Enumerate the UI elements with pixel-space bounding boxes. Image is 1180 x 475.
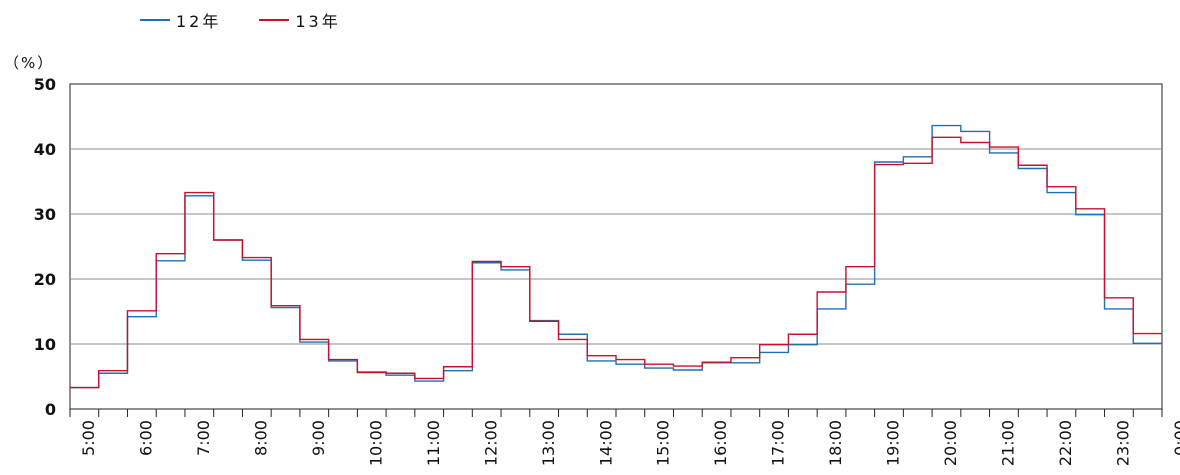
- x-tick-label: 14:00: [596, 420, 615, 466]
- x-tick-label: 5:00: [79, 420, 98, 456]
- y-tick-label: 50: [34, 75, 56, 94]
- x-tick-label: 20:00: [941, 420, 960, 466]
- legend-item-12: 12年: [140, 8, 221, 32]
- x-tick-label: 8:00: [251, 420, 270, 456]
- x-tick-label: 13:00: [539, 420, 558, 466]
- y-tick-label: 10: [34, 335, 56, 354]
- x-tick-label: 17:00: [769, 420, 788, 466]
- y-tick-label: 40: [34, 140, 56, 159]
- y-tick-label: 20: [34, 270, 56, 289]
- legend-swatch-12: [140, 19, 170, 21]
- y-tick-label: 30: [34, 205, 56, 224]
- x-tick-label: 9:00: [309, 420, 328, 456]
- chart-legend: 12年 13年: [140, 9, 379, 31]
- x-tick-label: 0:00: [1171, 420, 1180, 456]
- legend-item-13: 13年: [259, 8, 340, 32]
- legend-swatch-13: [259, 19, 290, 21]
- x-tick-label: 22:00: [1056, 420, 1075, 466]
- series-line-0: [70, 124, 1162, 389]
- x-tick-label: 19:00: [884, 420, 903, 466]
- x-tick-label: 12:00: [481, 420, 500, 466]
- x-tick-label: 10:00: [366, 420, 385, 466]
- x-tick-label: 6:00: [136, 420, 155, 456]
- x-tick-label: 15:00: [654, 420, 673, 466]
- y-tick-label: 0: [45, 400, 56, 419]
- x-tick-label: 21:00: [999, 420, 1018, 466]
- y-axis-unit-label: （%）: [4, 54, 55, 72]
- axes: 0 10 20 30 40 50 5:00 6:00 7:00 8:00 9:00 10:00 11:0…: [34, 75, 1180, 466]
- legend-label-12: 12年: [176, 12, 222, 31]
- gridlines: [69, 83, 1163, 410]
- x-tick-label: 7:00: [194, 420, 213, 456]
- series-lines: [70, 124, 1162, 389]
- x-tick-label: 23:00: [1114, 420, 1133, 466]
- x-tick-label: 18:00: [826, 420, 845, 466]
- x-tick-label: 16:00: [711, 420, 730, 466]
- series-line-1: [70, 136, 1162, 389]
- x-tick-label: 11:00: [424, 420, 443, 466]
- legend-label-13: 13年: [295, 12, 341, 31]
